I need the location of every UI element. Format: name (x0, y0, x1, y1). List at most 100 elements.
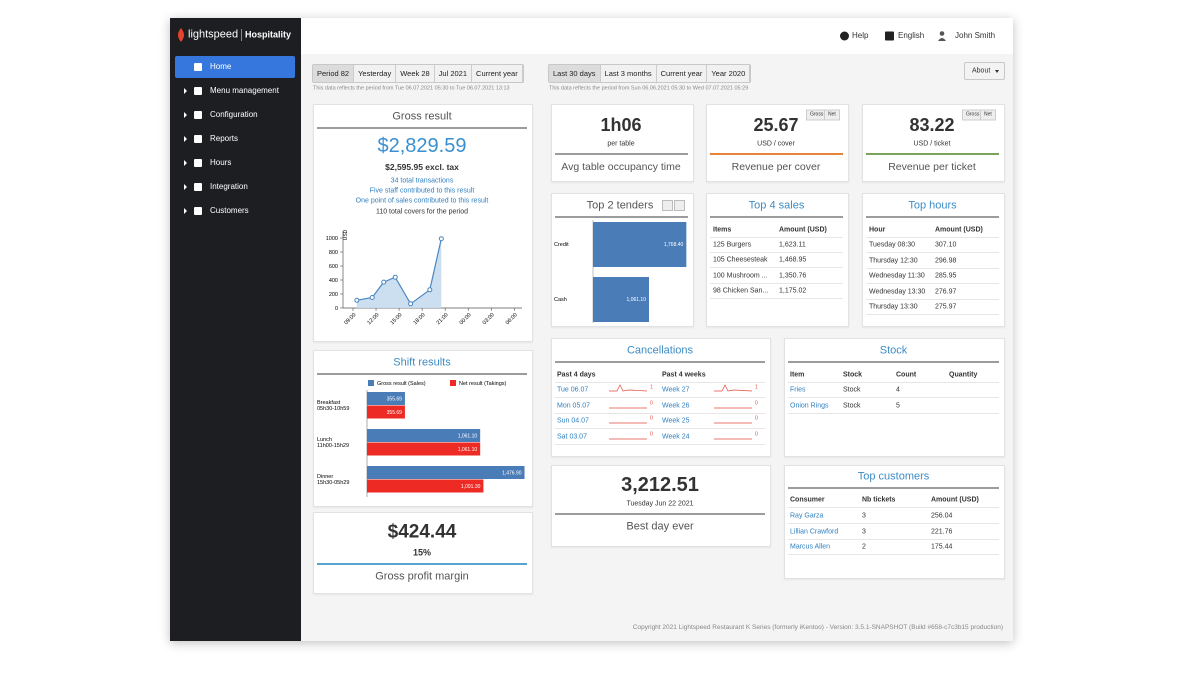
bar (367, 429, 481, 442)
category-hours: 05h30-10h59 (317, 406, 349, 412)
row-separator (788, 554, 999, 555)
language[interactable]: English (898, 31, 925, 40)
result-link[interactable]: Five staff contributed to this result (369, 187, 475, 195)
title-rule (710, 153, 843, 155)
shift-chart: Gross result (Sales) Net result (Takings)… (317, 380, 525, 497)
menu-item[interactable]: Menu management (210, 86, 279, 95)
icon-button[interactable] (674, 200, 685, 211)
filter-button[interactable]: Year 2020 (707, 65, 751, 82)
filter-button[interactable]: Period 82 (313, 65, 355, 82)
filter-button[interactable]: Week 28 (396, 65, 435, 82)
row-separator (866, 298, 999, 300)
cancel-period[interactable]: Week 26 (662, 402, 690, 409)
y-tick-label: 0 (335, 306, 338, 312)
result-link[interactable]: One point of sales contributed to this r… (355, 197, 489, 205)
filter-button[interactable]: Current year (656, 65, 708, 82)
cancel-count: 1 (755, 384, 758, 391)
sidebar (170, 18, 301, 641)
card-title: Top 4 sales (748, 199, 805, 212)
icon-button[interactable] (662, 200, 673, 211)
menu-item[interactable]: Hours (210, 158, 232, 167)
row-separator (555, 382, 765, 383)
x-tick-label: 18:00 (413, 312, 427, 326)
card-title: Top customers (857, 470, 930, 483)
value-label: 1,061.10 (458, 447, 478, 453)
menu-icon (194, 135, 202, 143)
bar (593, 222, 687, 267)
title-rule (710, 216, 843, 218)
column-header: Consumer (790, 496, 825, 504)
point (427, 287, 433, 293)
about-label[interactable]: About (972, 67, 991, 75)
filter-button[interactable]: Yesterday (354, 65, 397, 82)
sparkline (609, 384, 648, 392)
card-title: Shift results (393, 356, 451, 369)
row-separator (788, 523, 999, 524)
y-tick-label: 600 (329, 264, 338, 270)
menu-item[interactable]: Configuration (210, 110, 258, 119)
gross-total: $2,829.59 (377, 135, 467, 157)
product: Hospitality (245, 29, 292, 40)
x-tick-label: 21:00 (436, 312, 450, 326)
bar (367, 479, 484, 493)
user[interactable]: John Smith (955, 31, 996, 40)
best-day-date: Tuesday Jun 22 2021 (626, 500, 694, 508)
menu-active (175, 56, 295, 78)
filter-button[interactable]: Last 30 days (549, 65, 601, 82)
filter-button[interactable]: Jul 2021 (434, 65, 473, 82)
cancel-period[interactable]: Week 25 (662, 417, 690, 425)
cancel-period[interactable]: Tue 06.07 (557, 386, 589, 394)
top-sales-card (706, 193, 849, 327)
menu-item[interactable]: Reports (210, 134, 239, 143)
toggle-button[interactable]: Net (980, 109, 996, 121)
kpi-unit: USD / cover (757, 140, 795, 148)
cell[interactable]: Marcus Allen (790, 543, 831, 551)
sparkline (714, 438, 752, 439)
y-axis-label: USD (343, 229, 349, 240)
category-label: Credit (554, 242, 569, 248)
value-label: 355.69 (387, 397, 403, 403)
legend-swatch (368, 380, 374, 386)
menu-arrow (184, 160, 187, 166)
column-header: Amount (USD) (931, 496, 979, 504)
card-title: Top hours (908, 199, 957, 212)
cancel-period[interactable]: Sat 03.07 (557, 433, 587, 440)
row-separator (866, 267, 999, 269)
cancel-period[interactable]: Week 27 (662, 386, 690, 394)
title-rule (866, 153, 999, 155)
cell[interactable]: Ray Garza (790, 512, 824, 520)
filter-button[interactable]: Last 3 months (600, 65, 657, 82)
card-title: Cancellations (626, 344, 694, 357)
title-rule (555, 216, 688, 218)
column-header: Items (713, 226, 732, 234)
about-button[interactable]: About (964, 62, 1005, 80)
excl-tax: $2,595.95 excl. tax (385, 161, 459, 172)
legend-label: Net result (Takings) (459, 381, 507, 387)
cell[interactable]: Onion Rings (790, 402, 829, 409)
cell[interactable]: Lillian Crawford (790, 528, 839, 535)
profit-value: $424.44 (387, 521, 457, 543)
help[interactable]: Help (852, 31, 869, 40)
cancel-count: 1 (650, 384, 653, 391)
menu-item[interactable]: Home (210, 62, 232, 71)
cancel-period[interactable]: Sun 04.07 (557, 417, 589, 425)
bar (593, 277, 650, 322)
cancel-period[interactable]: Mon 05.07 (557, 402, 591, 409)
x-tick-label: 15:00 (390, 312, 404, 326)
cell: 1,350.76 (779, 272, 807, 280)
cell[interactable]: Fries (790, 386, 806, 394)
cell: 1,623.11 (779, 241, 806, 249)
filter-button[interactable]: Current year (472, 65, 523, 82)
y-tick-label: 1000 (326, 236, 338, 242)
toggle-button[interactable]: Net (824, 109, 840, 121)
best-day-card (551, 465, 771, 547)
topbar-icons (840, 31, 946, 41)
best-day-label: Best day ever (626, 520, 694, 533)
cell: 276.97 (935, 288, 957, 295)
menu-item[interactable]: Customers (210, 206, 249, 215)
cancel-period[interactable]: Week 24 (662, 433, 690, 440)
menu-item[interactable]: Integration (210, 182, 248, 191)
result-link[interactable]: 34 total transactions (390, 177, 454, 185)
row-separator (710, 282, 843, 284)
cell: 3 (862, 512, 866, 520)
